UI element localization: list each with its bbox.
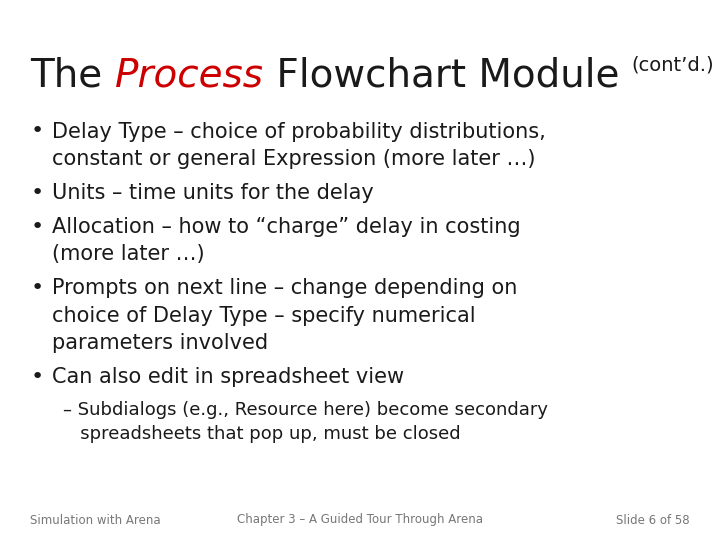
Text: •: • xyxy=(30,279,43,299)
Text: Prompts on next line – change depending on: Prompts on next line – change depending … xyxy=(52,279,517,299)
Text: spreadsheets that pop up, must be closed: spreadsheets that pop up, must be closed xyxy=(63,425,461,443)
Text: •: • xyxy=(30,122,43,141)
Text: Process: Process xyxy=(115,57,264,94)
Text: Slide 6 of 58: Slide 6 of 58 xyxy=(616,514,690,526)
Text: – Subdialogs (e.g., Resource here) become secondary: – Subdialogs (e.g., Resource here) becom… xyxy=(63,401,549,420)
Text: Units – time units for the delay: Units – time units for the delay xyxy=(52,183,374,203)
Text: Simulation with Arena: Simulation with Arena xyxy=(30,514,161,526)
Text: •: • xyxy=(30,217,43,237)
Text: The: The xyxy=(30,57,115,94)
Text: (cont’d.): (cont’d.) xyxy=(631,56,714,75)
Text: Can also edit in spreadsheet view: Can also edit in spreadsheet view xyxy=(52,367,404,387)
Text: Chapter 3 – A Guided Tour Through Arena: Chapter 3 – A Guided Tour Through Arena xyxy=(237,514,483,526)
Text: Allocation – how to “charge” delay in costing: Allocation – how to “charge” delay in co… xyxy=(52,217,521,237)
Text: •: • xyxy=(30,183,43,203)
Text: Flowchart Module: Flowchart Module xyxy=(264,57,631,94)
Text: (more later …): (more later …) xyxy=(52,245,204,265)
Text: •: • xyxy=(30,367,43,387)
Text: choice of Delay Type – specify numerical: choice of Delay Type – specify numerical xyxy=(52,306,475,326)
Text: constant or general Expression (more later …): constant or general Expression (more lat… xyxy=(52,149,536,169)
Text: Delay Type – choice of probability distributions,: Delay Type – choice of probability distr… xyxy=(52,122,546,141)
Text: parameters involved: parameters involved xyxy=(52,333,268,354)
